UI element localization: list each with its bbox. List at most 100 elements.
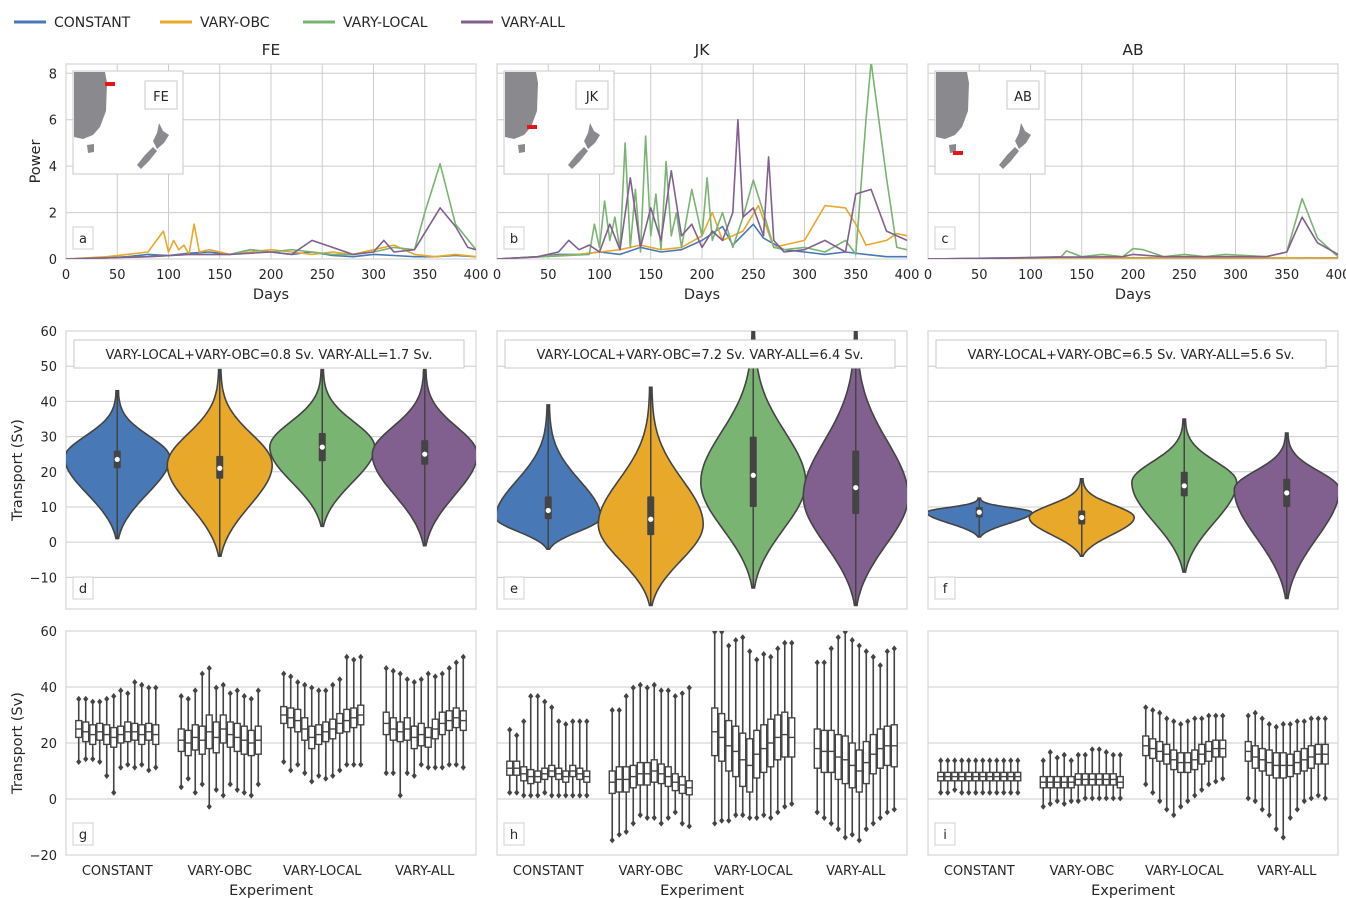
box-outlier [637,811,643,819]
box-outlier [1082,751,1088,759]
box-outlier [828,645,834,652]
series-line-vary-all [928,216,1338,259]
legend-entry: VARY-LOCAL [303,15,428,31]
box-outlier [1273,825,1279,833]
box-outlier [966,789,972,796]
box-outlier [556,792,562,799]
box-panel-g: CONSTANT VARY-OBC VARY-LOCAL VARY-ALL g Exper… [65,630,477,898]
box-outlier [863,825,869,833]
box-outlier [453,659,459,666]
panel-letter-box [503,822,525,846]
box-outlier [1047,800,1053,807]
inset-map: AB [934,70,1046,175]
box-outlier [153,684,159,691]
box-outlier [549,704,555,711]
box-outlier [288,767,294,774]
box-outlier [309,778,315,785]
nz-south-island [999,147,1019,169]
australia-landmass [74,72,107,139]
box-outlier [570,718,576,725]
panel-letter: a [79,232,87,247]
tasmania-landmass [949,144,956,153]
box-outlier [111,789,117,796]
box-outlier [425,764,431,771]
box-outlier [111,693,117,700]
box-outlier [1054,797,1060,805]
box-outlier [637,681,643,689]
box-outlier [439,670,445,677]
nz-north-island [584,123,600,149]
box-outlier [1015,789,1021,796]
box-outlier [248,792,254,799]
nz-south-island [137,147,157,169]
y-tick-label: 4 [49,160,57,175]
box-outlier [877,814,883,821]
box-outlier [1245,795,1251,802]
box-outlier [1192,792,1198,799]
box-outlier [891,645,897,652]
annotation-box [504,339,896,369]
box-outlier [1259,806,1265,813]
box-outlier [952,757,958,764]
x-tick-label: 50 [540,268,557,283]
box-outlier [1040,803,1046,810]
panel-letter: b [510,232,518,247]
panel-frame [496,330,908,610]
category-label: CONSTANT [944,864,1015,879]
box-outlier [118,764,124,771]
x-tick-label: 400 [895,268,920,283]
box-outlier [835,825,841,833]
box-outlier [768,653,774,661]
box-outlier [556,718,562,725]
box-group-vary-local [280,653,365,785]
panel-letter: e [510,582,518,597]
panel-frame [927,630,1339,856]
box-outlier [1075,751,1081,759]
box-outlier [1143,781,1149,788]
box-outlier [1103,795,1109,802]
y-tick-label: 0 [49,253,57,268]
panel-frame [496,63,908,260]
x-axis-label: Experiment [1091,883,1175,898]
spectrum-panel-c: AB c 0 50 100 150 200 250 300 350 400 Days [924,63,1346,303]
inset-label: AB [1014,90,1032,105]
box-outlier [1150,707,1156,714]
column-title: JK [694,41,711,59]
box-outlier [104,772,110,779]
spectrum-panel-b: JK b 0 50 100 150 200 250 300 350 400 Days [493,63,920,303]
box-outlier [330,681,336,689]
violin-vary-obc [597,386,705,607]
box-outlier [1199,715,1205,722]
box-outlier [1213,712,1219,719]
box-outlier [330,772,336,779]
legend-entry: VARY-ALL [461,15,565,31]
legend-entry: CONSTANT [14,15,131,31]
box-outlier [609,707,615,714]
panel-letter: f [943,582,948,597]
tasmania-landmass [518,144,525,153]
box-outlier [686,684,692,691]
annotation-text: VARY-LOCAL+VARY-OBC=7.2 Sv. VARY-ALL=6.4… [537,348,864,363]
box-outlier [987,757,993,764]
box-outlier [337,676,343,683]
australia-landmass [936,72,969,139]
annotation-box [935,339,1327,369]
box-outlier [651,814,657,821]
box-outlier [192,789,198,796]
box-outlier [542,698,548,705]
violin-vary-local [268,368,376,528]
box-outlier [644,684,650,691]
box-outlier [521,718,527,725]
violin-iqr [749,436,757,507]
x-tick-label: 0 [924,268,932,283]
box-outlier [856,642,862,649]
box-outlier [90,698,96,705]
box-outlier [1185,718,1191,725]
box-outlier [842,631,848,635]
box-outlier [884,648,890,655]
box-outlier [397,792,403,799]
nz-north-island [153,123,169,149]
box-outlier [323,687,329,694]
box-outlier [577,792,583,799]
box-outlier [234,786,240,793]
